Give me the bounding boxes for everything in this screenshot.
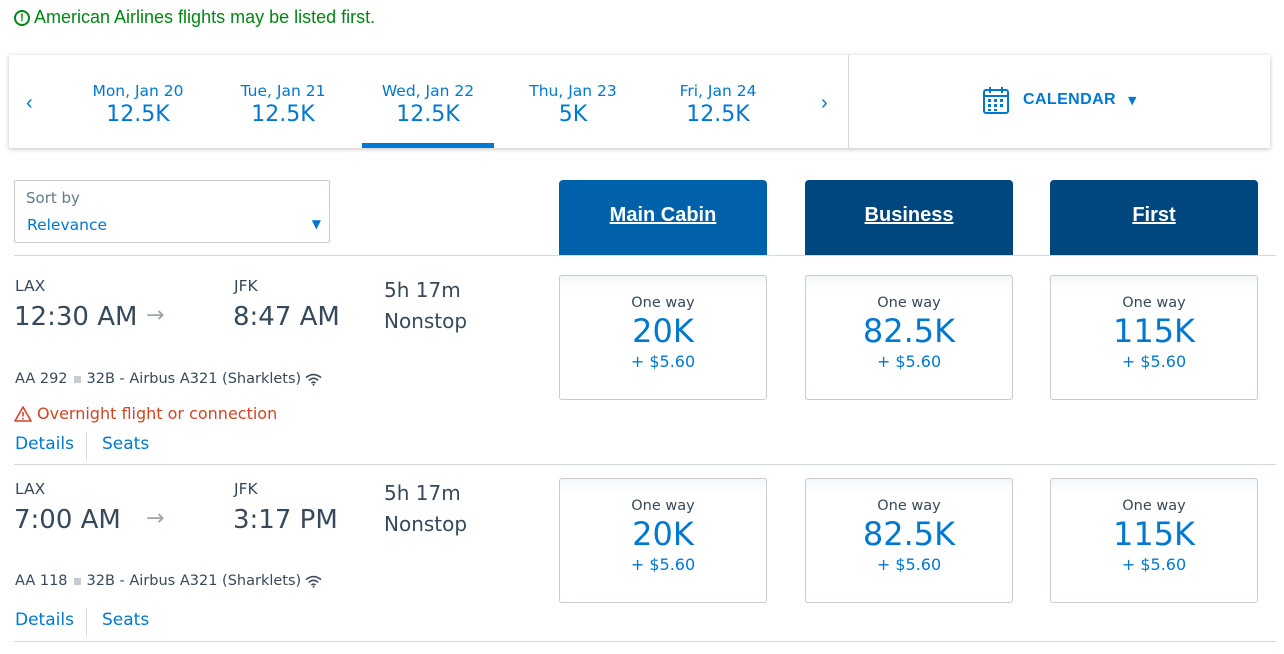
stops: Nonstop	[384, 309, 468, 333]
date-price: 12.5K	[396, 102, 460, 127]
departure-time: 7:00 AM	[14, 505, 121, 535]
warning-text: Overnight flight or connection	[37, 404, 278, 423]
details-link[interactable]: Details	[15, 434, 74, 454]
date-bar-divider	[848, 55, 849, 148]
seats-link[interactable]: Seats	[102, 610, 150, 630]
fare-type: One way	[877, 295, 941, 311]
fare-miles: 82.5K	[862, 312, 956, 350]
sort-by-value: Relevance	[27, 216, 108, 234]
fare-miles: 115K	[1112, 515, 1196, 553]
origin-code: LAX	[15, 480, 46, 498]
chevron-down-icon: ▼	[1127, 93, 1137, 107]
aircraft-type: 32B - Airbus A321 (Sharklets)	[86, 573, 302, 589]
origin-code: LAX	[15, 277, 46, 295]
warning-triangle-icon	[14, 405, 32, 422]
date-tab-mon-jan-20[interactable]: Mon, Jan 20 12.5K	[72, 55, 204, 148]
fare-fee: + $5.60	[876, 352, 942, 371]
details-link[interactable]: Details	[15, 610, 74, 630]
separator-square	[73, 577, 81, 585]
sort-by-select[interactable]: Sort by Relevance ▼	[14, 180, 330, 243]
calendar-icon	[983, 87, 1009, 114]
fare-miles: 82.5K	[862, 515, 956, 553]
divider	[14, 641, 1276, 642]
fare-button-main-cabin[interactable]: One way 20K + $5.60	[559, 275, 767, 400]
date-label: Mon, Jan 20	[92, 82, 184, 100]
date-price: 12.5K	[686, 102, 750, 127]
date-label: Tue, Jan 21	[240, 82, 326, 100]
date-label: Fri, Jan 24	[679, 82, 757, 100]
airline-notice: ! American Airlines flights may be liste…	[14, 7, 375, 28]
fare-fee: + $5.60	[630, 352, 696, 371]
arrival-time: 3:17 PM	[233, 505, 338, 535]
fare-miles: 115K	[1112, 312, 1196, 350]
fare-type: One way	[631, 295, 695, 311]
fare-button-first[interactable]: One way 115K + $5.60	[1050, 478, 1258, 603]
next-dates-arrow-icon[interactable]: ›	[821, 92, 828, 114]
date-tab-wed-jan-22[interactable]: Wed, Jan 22 12.5K	[362, 55, 494, 148]
flight-info: AA 118 32B - Airbus A321 (Sharklets)	[15, 573, 322, 589]
date-label: Wed, Jan 22	[381, 82, 475, 100]
fare-type: One way	[1122, 295, 1186, 311]
flight-number: AA 292	[15, 371, 68, 387]
calendar-button[interactable]: CALENDAR ▼	[983, 86, 1136, 114]
separator-square	[73, 375, 81, 383]
sort-by-label: Sort by	[26, 189, 80, 207]
date-selector-bar: ‹ Mon, Jan 20 12.5K Tue, Jan 21 12.5K We…	[9, 55, 1270, 148]
cabin-header-label: First	[1132, 204, 1176, 226]
seats-link[interactable]: Seats	[102, 434, 150, 454]
wifi-icon	[305, 373, 322, 386]
flight-duration: 5h 17m	[384, 481, 461, 505]
chevron-down-icon: ▼	[311, 217, 321, 231]
fare-miles: 20K	[632, 515, 694, 553]
cabin-header-label: Main Cabin	[609, 204, 717, 226]
date-price: 5K	[558, 102, 588, 127]
flight-info: AA 292 32B - Airbus A321 (Sharklets)	[15, 371, 322, 387]
date-price: 12.5K	[251, 102, 315, 127]
fare-button-main-cabin[interactable]: One way 20K + $5.60	[559, 478, 767, 603]
flight-number: AA 118	[15, 573, 68, 589]
cabin-header-business[interactable]: Business	[805, 180, 1013, 255]
cabin-header-first[interactable]: First	[1050, 180, 1258, 255]
divider	[14, 464, 1276, 465]
date-tab-fri-jan-24[interactable]: Fri, Jan 24 12.5K	[652, 55, 784, 148]
fare-button-business[interactable]: One way 82.5K + $5.60	[805, 478, 1013, 603]
link-divider	[86, 608, 87, 636]
fare-button-business[interactable]: One way 82.5K + $5.60	[805, 275, 1013, 400]
fare-miles: 20K	[632, 312, 694, 350]
arrow-right-icon: →	[146, 506, 165, 531]
departure-time: 12:30 AM	[14, 302, 138, 332]
previous-dates-arrow-icon[interactable]: ‹	[26, 92, 33, 114]
cabin-header-label: Business	[864, 204, 954, 226]
fare-fee: + $5.60	[876, 555, 942, 574]
wifi-icon	[305, 575, 322, 588]
fare-fee: + $5.60	[630, 555, 696, 574]
destination-code: JFK	[234, 277, 258, 295]
fare-type: One way	[877, 498, 941, 514]
date-tab-tue-jan-21[interactable]: Tue, Jan 21 12.5K	[217, 55, 349, 148]
flight-duration: 5h 17m	[384, 278, 461, 302]
notice-text: American Airlines flights may be listed …	[34, 7, 376, 27]
fare-type: One way	[1122, 498, 1186, 514]
divider	[14, 255, 1276, 256]
fare-type: One way	[631, 498, 695, 514]
cabin-header-main-cabin[interactable]: Main Cabin	[559, 180, 767, 255]
destination-code: JFK	[234, 480, 258, 498]
calendar-label: CALENDAR	[1023, 91, 1116, 108]
date-tab-thu-jan-23[interactable]: Thu, Jan 23 5K	[507, 55, 639, 148]
fare-fee: + $5.60	[1121, 352, 1187, 371]
fare-button-first[interactable]: One way 115K + $5.60	[1050, 275, 1258, 400]
date-price: 12.5K	[106, 102, 170, 127]
link-divider	[86, 432, 87, 460]
exclamation-circle-icon: !	[14, 9, 30, 26]
fare-fee: + $5.60	[1121, 555, 1187, 574]
stops: Nonstop	[384, 512, 468, 536]
aircraft-type: 32B - Airbus A321 (Sharklets)	[86, 371, 302, 387]
arrow-right-icon: →	[146, 303, 165, 328]
overnight-warning: Overnight flight or connection	[14, 404, 277, 423]
arrival-time: 8:47 AM	[233, 302, 340, 332]
date-label: Thu, Jan 23	[529, 82, 617, 100]
